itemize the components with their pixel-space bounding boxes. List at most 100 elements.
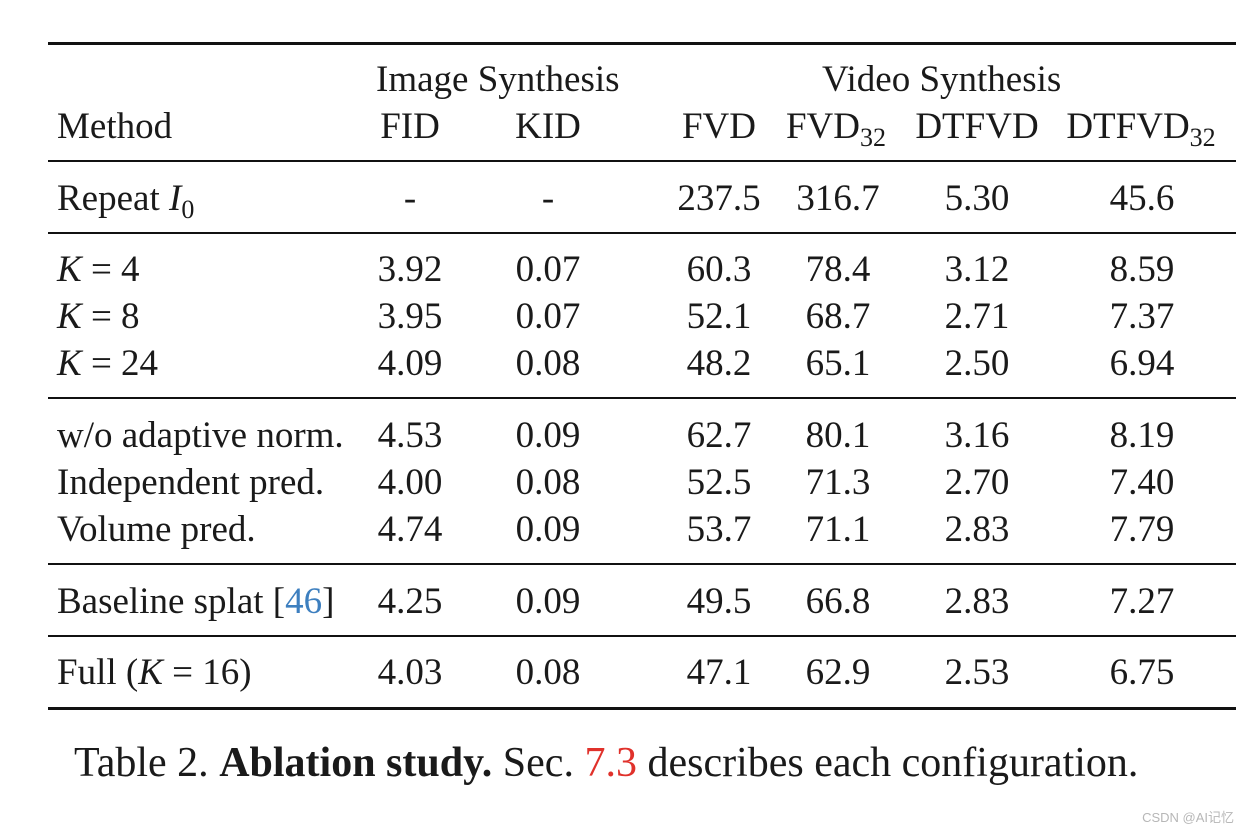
header-kid: KID [515, 106, 581, 147]
row-2-method-var: K [57, 296, 82, 337]
bottom-rule [48, 707, 1236, 710]
row-4-dtfvd: 3.16 [944, 415, 1010, 456]
row-8-method-text: Full ( [57, 652, 139, 693]
row-7-method: Baseline splat [46] [57, 582, 334, 622]
header-method: Method [57, 106, 173, 147]
header-fvd32-sub: 32 [860, 123, 887, 152]
row-3-dtfvd: 2.50 [944, 343, 1010, 384]
row-7-fvd32: 66.8 [805, 581, 871, 622]
row-0-dtfvd32: 45.6 [1109, 178, 1175, 219]
header-dtfvd: DTFVD [915, 106, 1039, 147]
row-7-method-tail: ] [322, 581, 335, 622]
row-6-method: Volume pred. [57, 509, 256, 550]
row-6-kid: 0.09 [515, 509, 581, 550]
row-3-fvd32: 65.1 [805, 343, 871, 384]
row-0-method-text: Repeat [57, 178, 169, 219]
header-rule [48, 160, 1236, 162]
row-6-fvd32: 71.1 [805, 509, 871, 550]
row-5-dtfvd: 2.70 [944, 462, 1010, 503]
row-7-kid: 0.09 [515, 581, 581, 622]
row-6-dtfvd: 2.83 [944, 509, 1010, 550]
row-3-kid: 0.08 [515, 343, 581, 384]
row-5-fvd: 52.5 [686, 462, 752, 503]
group-rule-4 [48, 635, 1236, 637]
row-1-fvd32: 78.4 [805, 249, 871, 290]
header-fvd32: FVD32 [786, 107, 886, 158]
row-0-dtfvd: 5.30 [944, 178, 1010, 219]
row-7-dtfvd32: 7.27 [1109, 581, 1175, 622]
caption-mid: Sec. [492, 740, 585, 786]
row-0-kid: - [541, 178, 555, 219]
row-4-kid: 0.09 [515, 415, 581, 456]
row-1-method: K = 4 [57, 250, 140, 290]
table-caption: Table 2. Ablation study. Sec. 7.3 descri… [74, 740, 1138, 786]
row-8-kid: 0.08 [515, 652, 581, 693]
row-1-kid: 0.07 [515, 249, 581, 290]
caption-prefix: Table 2. [74, 740, 220, 786]
header-fvd32-base: FVD [785, 106, 861, 147]
row-2-dtfvd32: 7.37 [1109, 296, 1175, 337]
row-0-method-sub: 0 [181, 195, 195, 224]
group-rule-3 [48, 563, 1236, 565]
header-video-synthesis: Video Synthesis [822, 59, 1062, 100]
row-7-method-text: Baseline splat [ [57, 581, 286, 622]
row-2-dtfvd: 2.71 [944, 296, 1010, 337]
row-5-dtfvd32: 7.40 [1109, 462, 1175, 503]
top-rule [48, 42, 1236, 45]
row-8-method-var: K [138, 652, 163, 693]
row-4-fvd32: 80.1 [805, 415, 871, 456]
header-dtfvd32: DTFVD32 [1066, 107, 1215, 158]
row-3-dtfvd32: 6.94 [1109, 343, 1175, 384]
row-1-dtfvd: 3.12 [944, 249, 1010, 290]
row-0-method-var: I [168, 178, 182, 219]
row-8-method-tail: ) [239, 652, 252, 693]
row-0-fid: - [403, 178, 417, 219]
row-5-fvd32: 71.3 [805, 462, 871, 503]
row-1-method-var: K [57, 249, 82, 290]
row-7-dtfvd: 2.83 [944, 581, 1010, 622]
row-7-fid: 4.25 [377, 581, 443, 622]
row-5-kid: 0.08 [515, 462, 581, 503]
row-2-fid: 3.95 [377, 296, 443, 337]
row-2-fvd: 52.1 [686, 296, 752, 337]
row-6-fid: 4.74 [377, 509, 443, 550]
row-0-fvd: 237.5 [677, 178, 761, 219]
section-link[interactable]: 7.3 [584, 740, 637, 786]
caption-suffix: describes each configuration. [636, 740, 1139, 786]
header-image-synthesis: Image Synthesis [376, 59, 620, 100]
row-7-fvd: 49.5 [686, 581, 752, 622]
group-rule-1 [48, 232, 1236, 234]
row-4-method: w/o adaptive norm. [57, 415, 344, 456]
row-1-dtfvd32: 8.59 [1109, 249, 1175, 290]
row-3-fvd: 48.2 [686, 343, 752, 384]
header-dtfvd32-base: DTFVD [1066, 106, 1190, 147]
row-0-fvd32: 316.7 [796, 178, 880, 219]
row-3-method-var: K [57, 343, 82, 384]
row-8-dtfvd32: 6.75 [1109, 652, 1175, 693]
row-0-method: Repeat I0 [57, 179, 194, 230]
row-2-method-eq: = 8 [81, 296, 140, 337]
row-5-method: Independent pred. [57, 462, 325, 503]
group-rule-2 [48, 397, 1236, 399]
header-fvd: FVD [681, 106, 757, 147]
citation-link[interactable]: 46 [285, 581, 323, 622]
row-8-fid: 4.03 [377, 652, 443, 693]
row-4-dtfvd32: 8.19 [1109, 415, 1175, 456]
row-8-method-eq: = 16 [162, 652, 240, 693]
watermark: CSDN @AI记忆 [1142, 810, 1234, 825]
row-4-fvd: 62.7 [686, 415, 752, 456]
row-8-fvd: 47.1 [686, 652, 752, 693]
row-6-dtfvd32: 7.79 [1109, 509, 1175, 550]
row-1-fid: 3.92 [377, 249, 443, 290]
caption-bold: Ablation study. [219, 740, 493, 786]
row-3-fid: 4.09 [377, 343, 443, 384]
row-8-dtfvd: 2.53 [944, 652, 1010, 693]
row-3-method: K = 24 [57, 344, 158, 384]
row-2-kid: 0.07 [515, 296, 581, 337]
row-5-fid: 4.00 [377, 462, 443, 503]
row-8-fvd32: 62.9 [805, 652, 871, 693]
row-3-method-eq: = 24 [81, 343, 159, 384]
row-2-method: K = 8 [57, 297, 140, 337]
header-dtfvd32-sub: 32 [1189, 123, 1216, 152]
row-4-fid: 4.53 [377, 415, 443, 456]
